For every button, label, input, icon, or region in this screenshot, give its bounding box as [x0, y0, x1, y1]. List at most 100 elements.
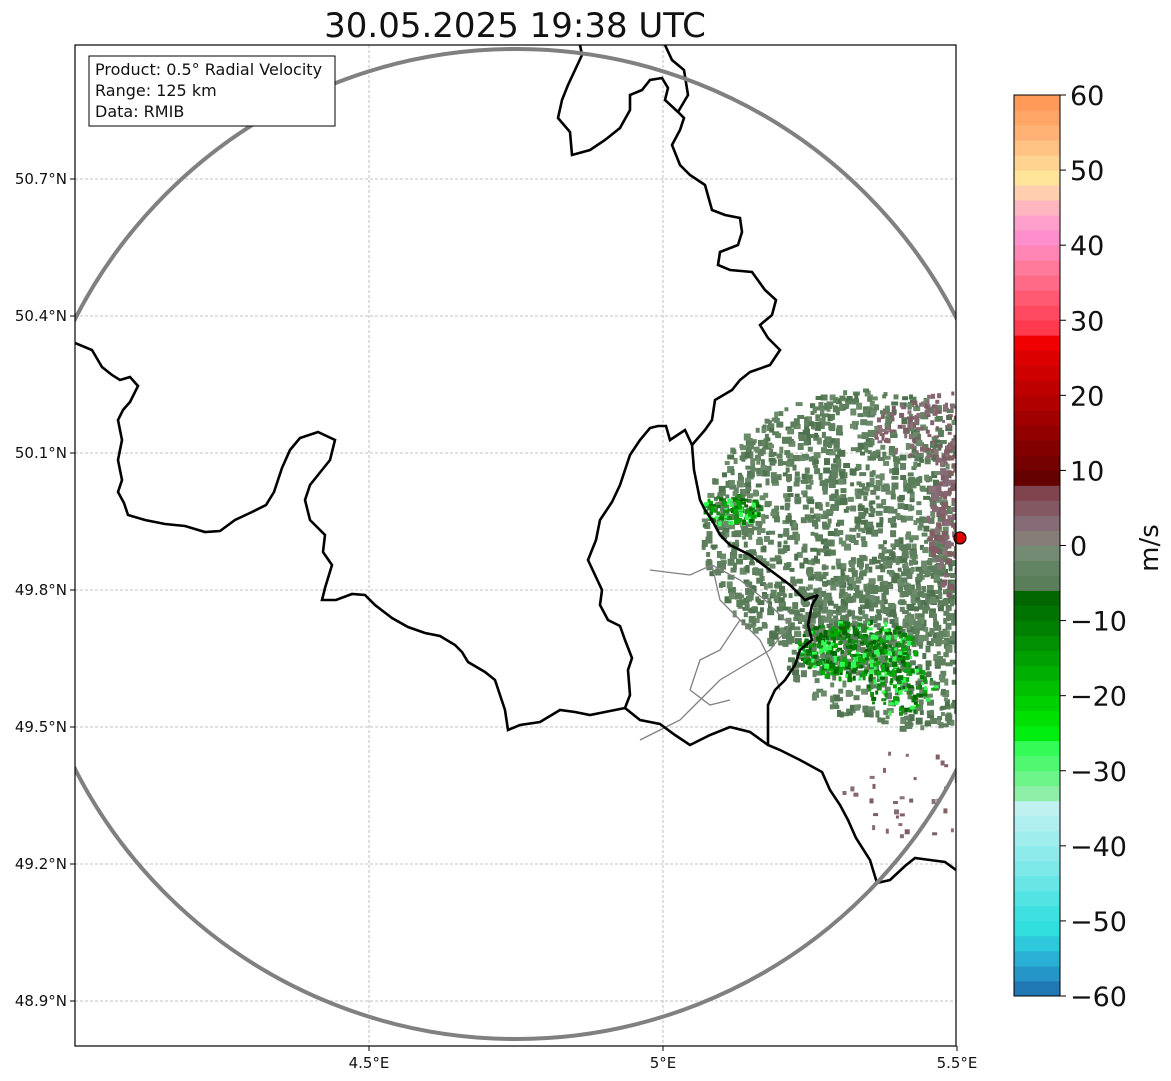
echo-pixel — [864, 445, 869, 453]
echo-pixel — [913, 461, 918, 468]
echo-pixel — [1130, 580, 1135, 585]
echo-pixel — [875, 565, 881, 570]
echo-pixel — [730, 469, 735, 476]
echo-pixel — [759, 573, 764, 578]
echo-pixel — [953, 613, 956, 621]
echo-pixel — [953, 418, 956, 424]
echo-pixel — [967, 593, 973, 597]
echo-pixel — [989, 389, 993, 392]
echo-pixel — [830, 682, 835, 688]
echo-pixel — [980, 488, 986, 492]
echo-pixel — [830, 471, 838, 479]
echo-pixel — [1119, 582, 1123, 586]
echo-pixel — [944, 699, 950, 707]
echo-pixel — [1133, 448, 1140, 452]
echo-pixel — [1147, 632, 1152, 636]
echo-pixel — [1061, 509, 1066, 512]
echo-pixel — [743, 612, 748, 618]
map-area[interactable]: Product: 0.5° Radial Velocity Range: 125… — [21, 44, 1171, 1047]
echo-pixel — [1077, 644, 1081, 649]
echo-pixel — [905, 715, 910, 721]
echo-pixel — [1135, 519, 1141, 523]
echo-pixel — [944, 541, 951, 548]
echo-pixel — [1101, 490, 1105, 495]
echo-pixel — [854, 704, 861, 711]
echo-pixel — [933, 613, 937, 621]
echo-pixel — [1134, 500, 1137, 504]
echo-pixel — [991, 525, 998, 530]
echo-pixel — [1112, 586, 1119, 592]
echo-pixel — [954, 598, 956, 605]
echo-pixel — [1146, 662, 1152, 668]
echo-pixel — [1064, 661, 1071, 665]
echo-pixel — [965, 666, 971, 672]
echo-pixel — [921, 593, 926, 598]
echo-pixel — [932, 632, 937, 640]
echo-pixel — [721, 490, 726, 496]
echo-pixel — [720, 581, 726, 588]
echo-pixel — [1120, 566, 1124, 570]
echo-pixel — [1126, 638, 1130, 642]
echo-pixel — [922, 586, 926, 592]
echo-pixel — [826, 616, 832, 621]
echo-pixel — [1121, 450, 1126, 457]
echo-pixel — [833, 531, 840, 537]
echo-pixel — [1127, 476, 1134, 483]
echo-pixel — [996, 419, 1000, 422]
echo-pixel — [1000, 569, 1005, 575]
echo-pixel — [1070, 437, 1074, 443]
echo-pixel — [707, 492, 715, 498]
echo-pixel — [994, 603, 1001, 607]
echo-pixel — [1117, 566, 1124, 572]
echo-pixel — [1163, 443, 1168, 448]
echo-pixel — [816, 548, 821, 556]
echo-pixel — [946, 720, 954, 726]
echo-pixel — [777, 592, 781, 597]
echo-pixel — [908, 504, 913, 512]
echo-pixel — [818, 627, 826, 635]
echo-pixel — [979, 614, 984, 620]
echo-pixel — [890, 543, 895, 548]
echo-pixel — [978, 558, 982, 565]
echo-pixel — [845, 506, 850, 511]
echo-pixel — [816, 688, 824, 693]
echo-pixel — [1129, 679, 1136, 686]
echo-pixel — [1110, 526, 1114, 530]
echo-pixel — [962, 586, 968, 591]
echo-pixel — [945, 604, 952, 611]
echo-pixel — [751, 464, 755, 470]
echo-pixel — [868, 578, 876, 585]
echo-pixel — [1068, 572, 1073, 576]
echo-pixel — [866, 635, 871, 642]
echo-pixel — [983, 505, 989, 512]
echo-pixel — [1148, 506, 1151, 511]
echo-pixel — [948, 564, 953, 572]
echo-pixel — [963, 433, 968, 439]
echo-pixel — [1113, 533, 1118, 538]
echo-pixel — [964, 452, 968, 457]
echo-pixel — [928, 547, 933, 552]
echo-pixel — [856, 402, 863, 410]
echo-pixel — [1062, 439, 1067, 442]
echo-pixel — [884, 430, 888, 435]
echo-pixel — [998, 563, 1002, 570]
echo-pixel — [909, 416, 915, 420]
echo-pixel — [1090, 645, 1097, 649]
echo-pixel — [984, 600, 990, 605]
echo-pixel — [901, 406, 907, 410]
echo-pixel — [1105, 545, 1111, 550]
echo-pixel — [951, 514, 956, 521]
echo-pixel — [810, 531, 815, 536]
echo-pixel — [1008, 429, 1012, 433]
echo-pixel — [959, 642, 965, 647]
echo-pixel — [966, 487, 971, 491]
echo-pixel — [928, 632, 933, 637]
echo-pixel — [933, 471, 941, 475]
echo-pixel — [764, 536, 770, 542]
echo-pixel — [848, 634, 856, 640]
echo-pixel — [858, 527, 865, 532]
echo-pixel — [921, 532, 928, 537]
echo-pixel — [722, 527, 730, 533]
echo-pixel — [1147, 446, 1152, 450]
echo-pixel — [962, 453, 968, 457]
